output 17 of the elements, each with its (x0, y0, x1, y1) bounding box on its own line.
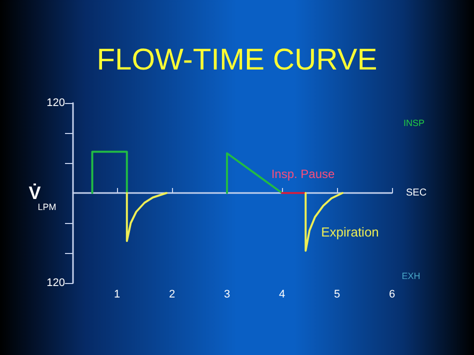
y-axis-title: V̇ (28, 183, 41, 203)
x-tick-label: 3 (224, 288, 230, 300)
text: LPM (38, 202, 56, 212)
x-tick-label: 5 (334, 288, 340, 300)
line-series (126, 192, 168, 242)
y-tick-label: 120 (46, 277, 65, 289)
chart-title: FLOW-TIME CURVE (96, 44, 378, 76)
annotation: Insp. Pause (271, 167, 336, 181)
x-tick-label: 2 (168, 288, 176, 300)
x-tick-label: 1 (114, 288, 120, 300)
text: INSP (403, 118, 425, 128)
annotation: Expiration (321, 224, 379, 240)
y-tick-label: 120 (46, 97, 65, 109)
x-tick-label: 6 (388, 288, 396, 300)
text: EXH (402, 271, 420, 281)
x-axis-title: SEC (406, 188, 427, 198)
x-tick-label: 4 (278, 288, 286, 300)
